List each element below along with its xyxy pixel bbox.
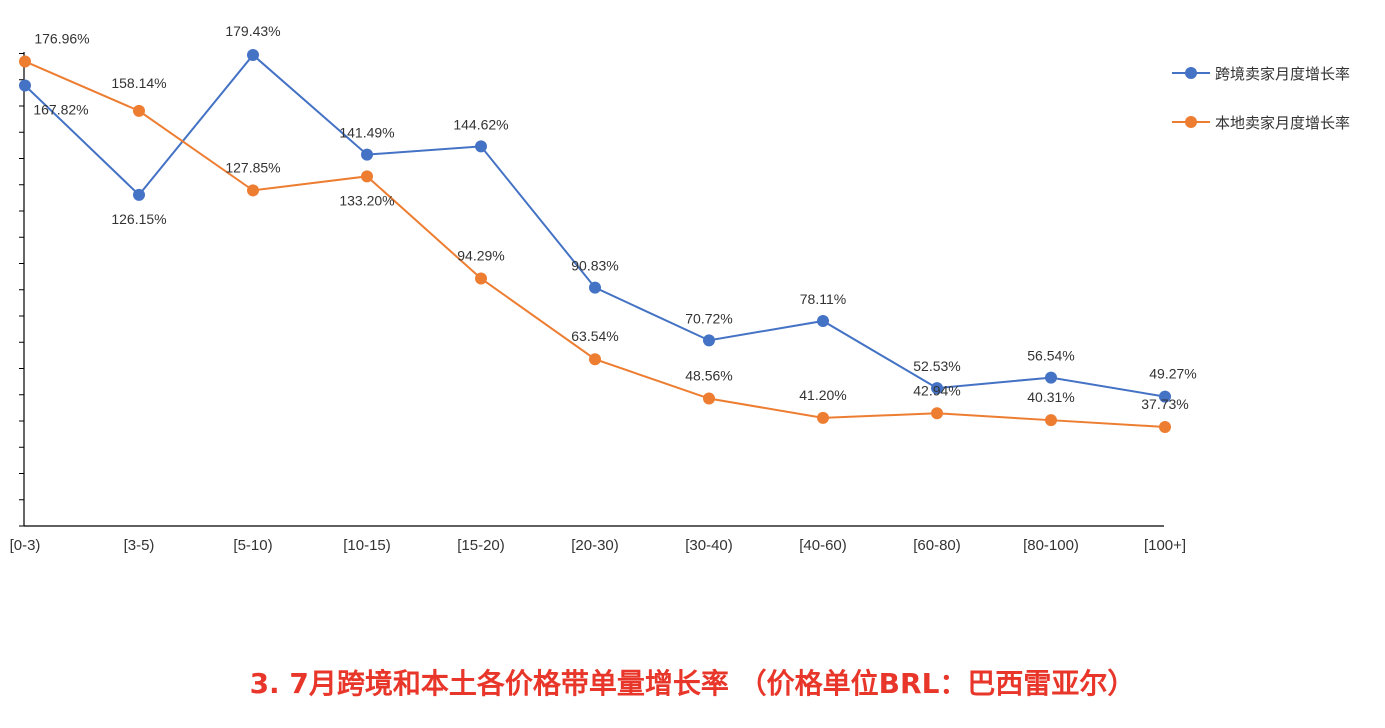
x-tick-label: [30-40) [685,537,733,554]
data-label-series-0: 70.72% [685,310,732,326]
data-point-series-1 [133,104,145,117]
data-point-series-0 [931,382,943,395]
data-point-series-0 [133,188,145,201]
legend-label-1: 本地卖家月度增长率 [1215,114,1350,132]
data-point-series-0 [703,334,715,347]
data-point-series-1 [703,392,715,405]
data-label-series-1: 158.14% [111,75,166,91]
data-label-series-1: 41.20% [799,387,846,403]
data-label-series-1: 37.73% [1141,396,1188,412]
x-tick-label: [10-15) [343,537,391,554]
legend-marker-0 [1185,67,1197,79]
data-label-series-1: 133.20% [339,192,394,208]
data-label-series-1: 63.54% [571,328,618,344]
data-labels: 167.82% 126.15% 179.43% 141.49% 144.62% 90.83… [33,23,1196,412]
data-point-series-0 [1045,371,1057,384]
x-tick-label: [60-80) [913,537,961,554]
data-point-series-1 [1045,414,1057,427]
data-point-series-1 [247,184,259,197]
data-label-series-0: 52.53% [913,358,960,374]
data-point-series-0 [817,314,829,327]
data-label-series-0: 126.15% [111,211,166,227]
data-label-series-1: 94.29% [457,247,504,263]
data-label-series-0: 179.43% [225,23,280,39]
data-label-series-1: 48.56% [685,368,732,384]
data-label-series-0: 56.54% [1027,348,1074,364]
data-label-series-0: 141.49% [339,125,394,141]
x-tick-label: [20-30) [571,537,619,554]
data-point-series-0 [19,79,31,92]
data-label-series-0: 144.62% [453,116,508,132]
data-label-series-1: 176.96% [34,30,89,46]
data-point-series-1 [589,353,601,366]
series-layer [19,48,1171,433]
x-tick-label: [3-5) [124,537,155,554]
data-point-series-0 [247,48,259,61]
x-tick-label: [40-60) [799,537,847,554]
data-point-series-0 [1159,390,1171,403]
data-label-series-0: 49.27% [1149,366,1196,382]
data-point-series-1 [1159,420,1171,433]
data-point-series-1 [19,55,31,68]
x-tick-label: [5-10) [233,537,272,554]
data-label-series-0: 90.83% [571,258,618,274]
data-point-series-0 [589,281,601,294]
data-label-series-1: 127.85% [225,159,280,175]
series-line-0 [24,53,1166,398]
chart-caption: 3. 7月跨境和本土各价格带单量增长率 （价格单位BRL：巴西雷亚尔） [249,667,1136,700]
x-tick-label: [80-100) [1023,537,1079,554]
data-point-series-1 [475,272,487,285]
data-point-series-1 [361,170,373,183]
x-tick-label: [100+] [1144,537,1186,554]
x-tick-label: [15-20) [457,537,505,554]
data-point-series-1 [817,411,829,424]
legend-label-0: 跨境卖家月度增长率 [1215,65,1350,83]
data-label-series-1: 40.31% [1027,389,1074,405]
axes: [0-3) [3-5) [5-10) [10-15) [15-20) [20-30) [30… [10,52,1186,554]
series-line-1 [24,60,1166,428]
data-point-series-0 [475,140,487,153]
data-label-series-0: 167.82% [33,101,88,117]
legend-marker-1 [1185,116,1197,128]
data-label-series-1: 42.94% [913,382,960,398]
x-tick-label: [0-3) [10,537,41,554]
data-point-series-1 [931,407,943,420]
data-point-series-0 [361,148,373,161]
data-label-series-0: 78.11% [800,291,846,307]
